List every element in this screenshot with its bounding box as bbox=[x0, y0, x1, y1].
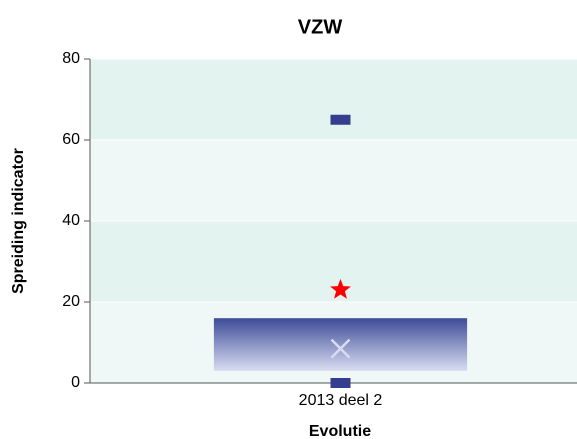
whisker-min bbox=[330, 378, 351, 388]
box bbox=[213, 318, 468, 371]
x-axis-label: Evolutie bbox=[309, 423, 371, 439]
y-tick-label: 0 bbox=[71, 374, 80, 391]
y-tick-label: 80 bbox=[62, 50, 80, 67]
outlier-marker bbox=[330, 278, 351, 299]
x-tick-label: 2013 deel 2 bbox=[299, 392, 383, 409]
y-tick-label: 40 bbox=[62, 212, 80, 229]
plot-band bbox=[90, 59, 577, 140]
y-tick-label: 60 bbox=[62, 131, 80, 148]
plot-band bbox=[90, 221, 577, 302]
mean-marker bbox=[330, 338, 351, 359]
y-axis-label: Spreiding indicator bbox=[10, 148, 27, 294]
chart-title: VZW bbox=[298, 16, 343, 38]
whisker-max bbox=[330, 114, 351, 125]
plot-band bbox=[90, 140, 577, 221]
y-tick-label: 20 bbox=[62, 293, 80, 310]
